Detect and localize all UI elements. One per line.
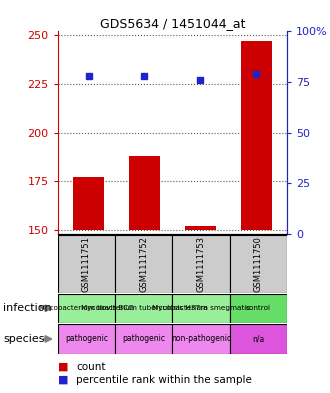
- Text: Mycobacterium bovis BCG: Mycobacterium bovis BCG: [39, 305, 134, 311]
- Text: GSM1111752: GSM1111752: [139, 236, 148, 292]
- Text: pathogenic: pathogenic: [122, 334, 165, 343]
- Bar: [115, 324, 172, 354]
- Text: ■: ■: [58, 362, 68, 372]
- Text: ■: ■: [58, 375, 68, 385]
- Bar: [115, 235, 172, 293]
- Bar: [172, 324, 230, 354]
- Text: GSM1111753: GSM1111753: [197, 236, 206, 292]
- Text: Mycobacterium smegmatis: Mycobacterium smegmatis: [152, 305, 250, 311]
- Text: pathogenic: pathogenic: [65, 334, 108, 343]
- Bar: [230, 324, 287, 354]
- Text: GSM1111751: GSM1111751: [82, 236, 91, 292]
- Bar: [115, 294, 172, 323]
- Text: GSM1111750: GSM1111750: [254, 236, 263, 292]
- Text: percentile rank within the sample: percentile rank within the sample: [76, 375, 252, 385]
- Bar: [58, 324, 115, 354]
- Bar: [241, 41, 272, 230]
- Text: Mycobacterium tuberculosis H37ra: Mycobacterium tuberculosis H37ra: [81, 305, 207, 311]
- Text: infection: infection: [3, 303, 52, 313]
- Bar: [230, 235, 287, 293]
- Title: GDS5634 / 1451044_at: GDS5634 / 1451044_at: [100, 17, 245, 30]
- Text: species: species: [3, 334, 45, 344]
- Text: control: control: [246, 305, 271, 311]
- Bar: [185, 226, 216, 230]
- Bar: [172, 235, 230, 293]
- Bar: [230, 294, 287, 323]
- Text: non-pathogenic: non-pathogenic: [171, 334, 231, 343]
- Bar: [58, 294, 115, 323]
- Bar: [172, 294, 230, 323]
- Bar: [129, 156, 160, 230]
- Text: count: count: [76, 362, 105, 372]
- Text: n/a: n/a: [252, 334, 265, 343]
- Bar: [73, 177, 104, 230]
- Bar: [58, 235, 115, 293]
